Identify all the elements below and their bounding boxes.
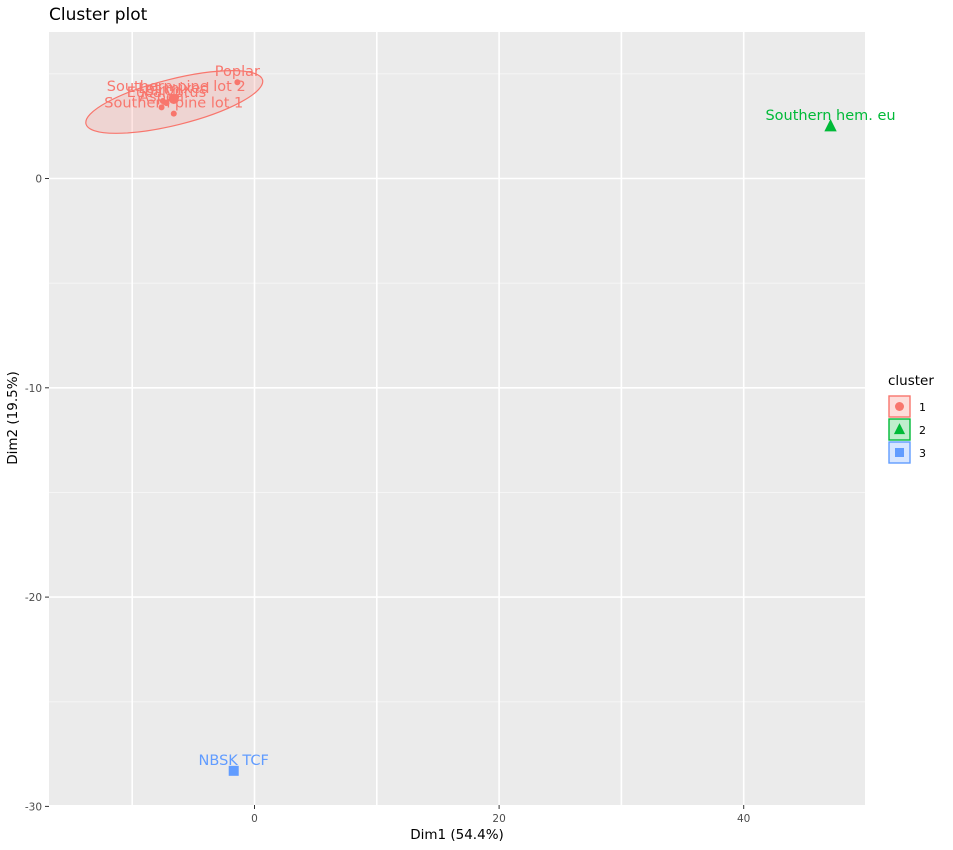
legend-key-symbol bbox=[893, 423, 906, 435]
point-label: Poplar bbox=[215, 64, 260, 80]
x-axis-ticks: 0 20 40 bbox=[251, 805, 750, 825]
data-point bbox=[824, 119, 837, 132]
point-label: NBSK TCF bbox=[199, 753, 269, 769]
data-point bbox=[170, 110, 177, 117]
point-label: Eucalyptus bbox=[127, 85, 206, 101]
legend-label: 2 bbox=[919, 424, 926, 437]
data-point bbox=[158, 104, 165, 111]
data-point bbox=[228, 765, 239, 776]
chart-title: Cluster plot bbox=[49, 5, 148, 25]
y-tick-label: 0 bbox=[35, 174, 42, 186]
x-axis-title: Dim1 (54.4%) bbox=[410, 827, 504, 843]
point-label: Southern hem. eu bbox=[765, 108, 895, 124]
x-tick-label: 40 bbox=[737, 813, 750, 825]
legend-title: cluster bbox=[888, 373, 934, 389]
legend: cluster 1 2 3 bbox=[888, 373, 934, 464]
point-label: Southern pine lot 1 bbox=[104, 96, 243, 112]
major-gridlines bbox=[49, 32, 865, 808]
point-label: Lot mixed bbox=[138, 81, 209, 97]
point-label: Southern pine lot 2 bbox=[107, 79, 246, 95]
y-tick-label: -30 bbox=[25, 801, 42, 813]
legend-key-symbol bbox=[895, 448, 904, 457]
point-label: Birch bbox=[144, 83, 181, 99]
data-point bbox=[234, 79, 241, 86]
y-axis-ticks: 0 -10 -20 -30 bbox=[25, 174, 49, 813]
legend-key-symbol bbox=[895, 402, 904, 411]
y-tick-label: -10 bbox=[25, 383, 42, 395]
legend-label: 1 bbox=[919, 401, 926, 414]
point-label: Aspen bbox=[139, 89, 184, 105]
plot-panel bbox=[49, 32, 865, 805]
cluster-centroid bbox=[168, 93, 179, 104]
y-tick-label: -20 bbox=[25, 592, 42, 604]
y-axis-title: Dim2 (19.5%) bbox=[5, 371, 21, 465]
data-point bbox=[159, 98, 166, 105]
x-tick-label: 20 bbox=[492, 813, 505, 825]
legend-label: 3 bbox=[919, 447, 926, 460]
x-tick-label: 0 bbox=[251, 813, 258, 825]
data-points bbox=[158, 79, 837, 776]
